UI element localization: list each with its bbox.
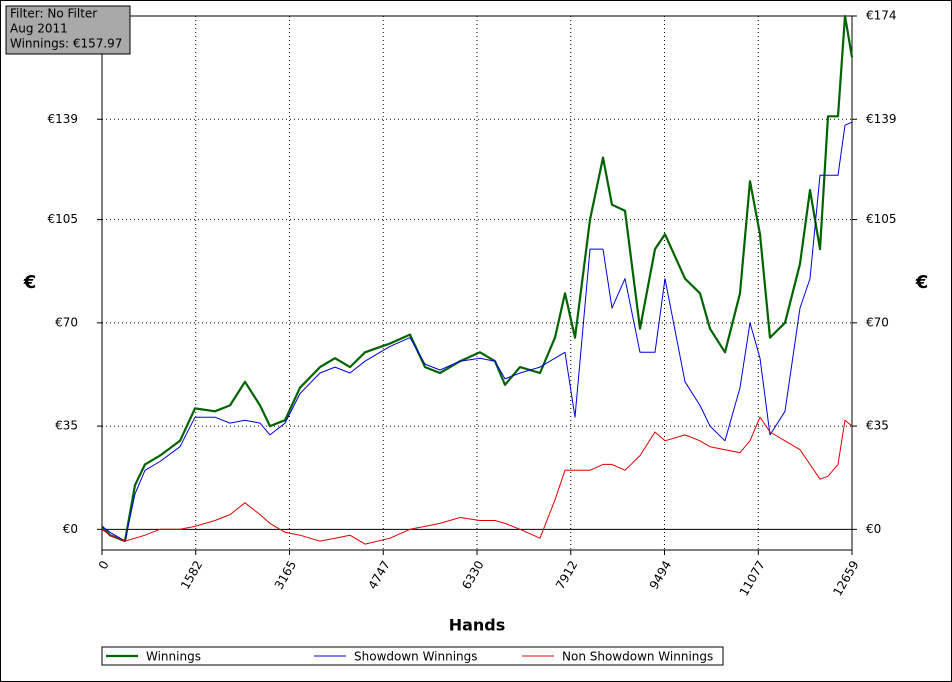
legend-label: Winnings bbox=[146, 650, 201, 664]
y2-tick-label: €70 bbox=[866, 315, 889, 329]
y-tick-label: €35 bbox=[55, 419, 78, 433]
y2-tick-label: €0 bbox=[866, 522, 881, 536]
info-text: Filter: No Filter bbox=[10, 7, 97, 21]
y2-tick-label: €174 bbox=[866, 9, 897, 23]
legend-label: Showdown Winnings bbox=[354, 650, 478, 664]
y-axis-label: € bbox=[23, 272, 37, 293]
y-tick-label: €139 bbox=[47, 112, 78, 126]
y2-tick-label: €105 bbox=[866, 212, 897, 226]
series-line bbox=[101, 14, 854, 543]
y-tick-label: €105 bbox=[47, 212, 78, 226]
series-line bbox=[101, 416, 853, 545]
y2-axis-label: € bbox=[915, 272, 929, 293]
legend-label: Non Showdown Winnings bbox=[562, 650, 713, 664]
legend bbox=[101, 646, 724, 666]
series-line bbox=[101, 121, 853, 542]
info-box bbox=[5, 5, 131, 55]
info-text: Winnings: €157.97 bbox=[10, 37, 122, 51]
y2-tick-label: €139 bbox=[866, 112, 897, 126]
info-text: Aug 2011 bbox=[10, 22, 68, 36]
y-tick-label: €70 bbox=[55, 315, 78, 329]
y2-tick-label: €35 bbox=[866, 419, 889, 433]
y-tick-label: €0 bbox=[63, 522, 78, 536]
x-axis-label: Hands bbox=[449, 616, 506, 635]
